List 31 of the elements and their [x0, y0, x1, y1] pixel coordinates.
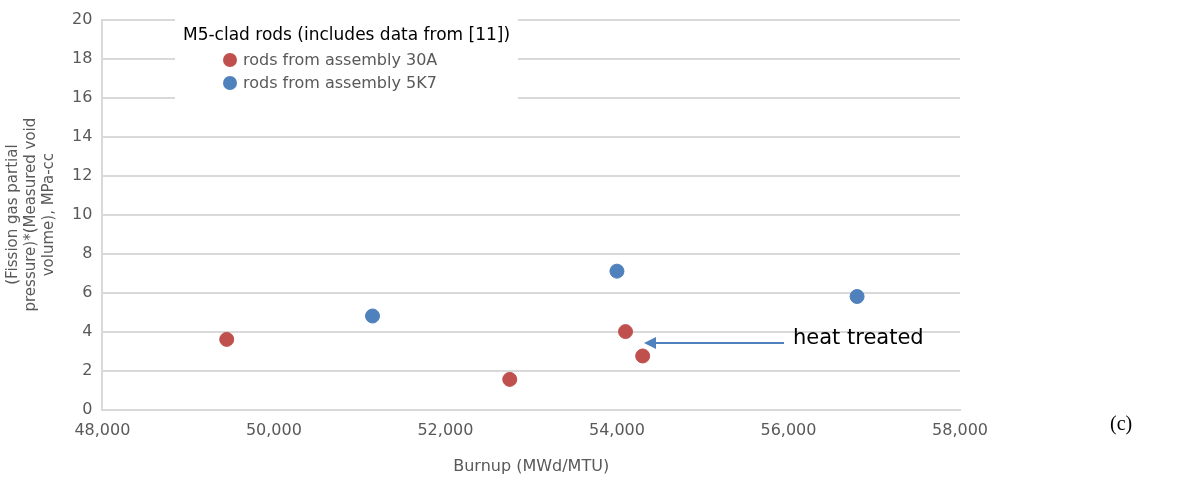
point: [849, 289, 865, 304]
y-tick-label: 12: [72, 164, 93, 184]
point: [365, 308, 381, 324]
y-tick-label: 10: [72, 203, 93, 223]
y-tick-label: 0: [82, 398, 93, 418]
x-tick-label: 58,000: [932, 420, 988, 440]
y-axis-title: (Fission gas partial pressure)*(Measured void volume), MPa-cc: [2, 117, 57, 312]
legend-label: rods from assembly 5K7: [243, 73, 437, 92]
y-tick-label: 14: [72, 125, 93, 145]
legend-label: rods from assembly 30A: [243, 50, 438, 69]
text: (c): [1110, 412, 1133, 435]
x-tick-label: 50,000: [245, 420, 302, 440]
point: [502, 371, 518, 387]
y-tick-label: 16: [72, 86, 93, 106]
x-axis-title: Burnup (MWd/MTU): [453, 455, 610, 475]
y-tick-label: 6: [82, 281, 93, 301]
legend-title: M5-clad rods (includes data from [11]): [183, 24, 511, 44]
x-tick-label: 54,000: [588, 420, 645, 440]
annotation: heat treated: [793, 325, 924, 349]
y-tick-label: 4: [82, 320, 93, 340]
y-tick-label: 18: [72, 47, 93, 67]
y-tick-label: 20: [72, 8, 93, 28]
x-tick-label: 56,000: [760, 420, 817, 440]
point: [219, 331, 235, 347]
y-tick-label: 2: [82, 359, 93, 379]
point: [635, 348, 651, 364]
point: [618, 324, 634, 340]
point: [609, 263, 625, 279]
x-tick-label: 52,000: [417, 420, 474, 440]
y-tick-label: 8: [82, 242, 93, 262]
x-tick-label: 48,000: [74, 420, 131, 440]
